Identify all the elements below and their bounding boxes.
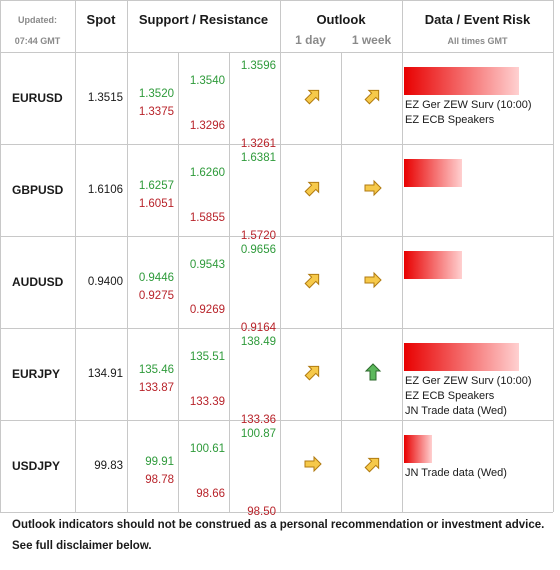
resistance-level: 1.3520: [138, 88, 174, 100]
footer-note: See full disclaimer below.: [12, 540, 152, 552]
outlook-arrow: [304, 365, 320, 381]
outlook-arrow: [304, 455, 322, 473]
arrow-shape: [364, 89, 380, 105]
spot-value: 99.83: [94, 460, 123, 472]
support-level: 98.50: [247, 506, 276, 518]
support-resistance-header: Support / Resistance: [138, 12, 269, 27]
arrow-shape: [364, 363, 382, 381]
spot-header: Spot: [86, 12, 116, 27]
support-level: 133.36: [240, 414, 276, 426]
column-line: [553, 0, 554, 512]
support-level: 133.87: [138, 382, 174, 394]
times-note: All times GMT: [447, 36, 508, 46]
support-level: 1.3261: [240, 138, 276, 150]
spot-value: 0.9400: [87, 276, 123, 288]
event-text: JN Trade data (Wed): [405, 467, 507, 479]
column-line: [341, 52, 342, 512]
support-level: 1.5855: [189, 212, 225, 224]
support-level: 133.39: [189, 396, 225, 408]
footer-note: Outlook indicators should not be constru…: [12, 519, 545, 531]
arrow-shape: [304, 181, 320, 197]
row-line: [0, 512, 553, 513]
resistance-level: 135.46: [138, 364, 174, 376]
event-risk-bar: [404, 67, 519, 95]
resistance-level: 100.61: [189, 443, 225, 455]
support-level: 1.3296: [189, 120, 225, 132]
column-line: [280, 0, 281, 512]
row-line: [0, 420, 553, 421]
row-line: [0, 144, 553, 145]
support-level: 0.9164: [240, 322, 276, 334]
arrow-shape: [304, 89, 320, 105]
outlook-1week-header: 1 week: [351, 33, 392, 47]
outlook-arrow: [304, 89, 320, 105]
pair-label: EURJPY: [12, 367, 61, 381]
support-level: 98.66: [196, 488, 225, 500]
event-text: EZ Ger ZEW Surv (10:00): [405, 375, 532, 387]
resistance-level: 1.6381: [240, 152, 276, 164]
support-level: 1.6051: [138, 198, 174, 210]
outlook-arrow: [364, 363, 382, 381]
pair-label: AUDUSD: [12, 275, 64, 289]
resistance-level: 1.6260: [189, 167, 225, 179]
event-text: EZ ECB Speakers: [405, 390, 495, 402]
resistance-level: 99.91: [145, 456, 174, 468]
arrow-shape: [304, 273, 320, 289]
resistance-level: 0.9446: [138, 272, 174, 284]
updated-label: Updated:: [18, 15, 57, 25]
outlook-header: Outlook: [316, 12, 366, 27]
resistance-level: 100.87: [240, 428, 276, 440]
outlook-arrow: [364, 89, 380, 105]
resistance-level: 0.9656: [240, 244, 276, 256]
arrow-shape: [304, 455, 322, 473]
event-risk-bar: [404, 251, 462, 279]
outlook-arrow: [364, 179, 382, 197]
outlook-arrow: [304, 181, 320, 197]
column-line: [0, 0, 1, 512]
row-line: [0, 52, 553, 53]
outlook-arrow: [304, 273, 320, 289]
resistance-level: 1.3596: [240, 60, 276, 72]
arrow-shape: [364, 179, 382, 197]
spot-value: 1.6106: [87, 184, 123, 196]
table-border: [0, 0, 553, 1]
resistance-level: 0.9543: [189, 259, 225, 271]
support-level: 1.5720: [240, 230, 276, 242]
support-level: 0.9275: [138, 290, 174, 302]
row-line: [0, 236, 553, 237]
resistance-level: 135.51: [189, 351, 225, 363]
column-line: [127, 0, 128, 512]
column-line: [178, 52, 179, 512]
pair-label: EURUSD: [12, 91, 63, 105]
event-text: EZ Ger ZEW Surv (10:00): [405, 99, 532, 111]
event-text: JN Trade data (Wed): [405, 405, 507, 417]
event-risk-header: Data / Event Risk: [424, 12, 531, 27]
resistance-level: 1.6257: [138, 180, 174, 192]
outlook-arrow: [364, 457, 380, 473]
event-risk-bar: [404, 159, 462, 187]
support-level: 0.9269: [189, 304, 225, 316]
updated-time: 07:44 GMT: [14, 36, 61, 46]
event-risk-bar: [404, 435, 432, 463]
event-text: EZ ECB Speakers: [405, 114, 495, 126]
arrow-shape: [304, 365, 320, 381]
outlook-1day-header: 1 day: [295, 33, 326, 47]
support-level: 1.3375: [138, 106, 174, 118]
support-level: 98.78: [145, 474, 174, 486]
resistance-level: 138.49: [240, 336, 276, 348]
row-line: [0, 328, 553, 329]
arrow-shape: [364, 457, 380, 473]
column-line: [402, 0, 403, 512]
resistance-level: 1.3540: [189, 75, 225, 87]
outlook-arrow: [364, 271, 382, 289]
spot-value: 1.3515: [87, 92, 123, 104]
spot-value: 134.91: [87, 368, 123, 380]
column-line: [229, 52, 230, 512]
pair-label: USDJPY: [12, 459, 61, 473]
event-risk-bar: [404, 343, 519, 371]
arrow-shape: [364, 271, 382, 289]
column-line: [75, 0, 76, 512]
pair-label: GBPUSD: [12, 183, 64, 197]
